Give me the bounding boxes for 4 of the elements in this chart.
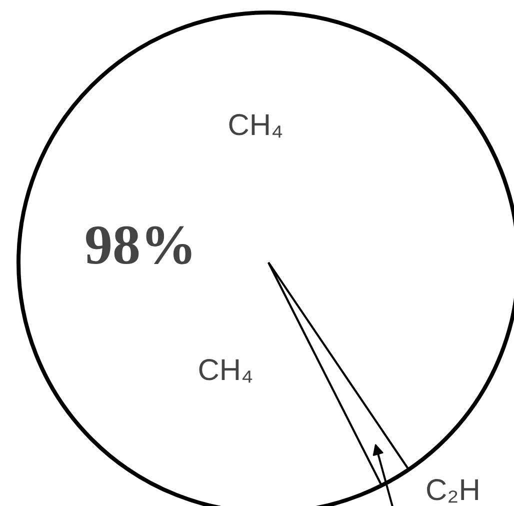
slice-label: CH₄ xyxy=(228,109,284,142)
data-label: 98% xyxy=(84,214,196,276)
text: CH₄ xyxy=(198,354,254,387)
slice-label: C₂H xyxy=(426,474,480,506)
